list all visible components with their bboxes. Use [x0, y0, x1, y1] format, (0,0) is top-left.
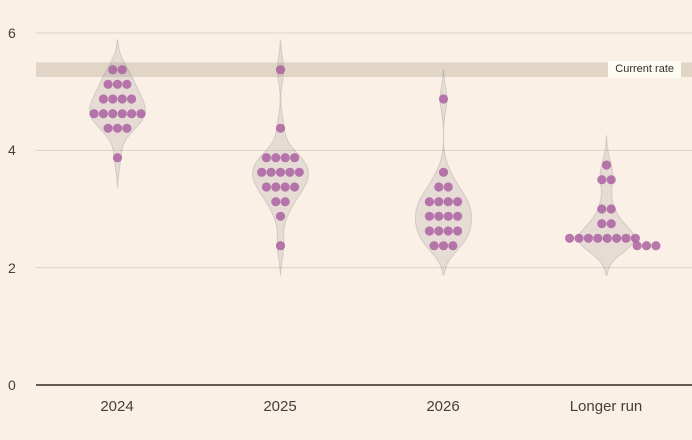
- current-rate-label: Current rate: [608, 61, 681, 78]
- projection-dot: [136, 109, 146, 119]
- projection-dot: [606, 204, 616, 214]
- dots: [89, 65, 661, 251]
- projection-dot: [117, 65, 127, 75]
- projection-dot: [621, 233, 631, 243]
- projection-dot: [443, 182, 453, 192]
- projection-dot: [443, 197, 453, 207]
- projection-dot: [112, 153, 123, 163]
- violin-2024: [88, 39, 147, 188]
- projection-dot: [630, 233, 641, 243]
- projection-dot: [453, 226, 463, 236]
- projection-dot: [453, 211, 463, 221]
- projection-dot: [275, 167, 286, 177]
- projection-dot: [438, 94, 449, 104]
- current-rate-band: [36, 62, 692, 77]
- violin-longer-run: [578, 135, 635, 276]
- projection-dot: [453, 197, 463, 207]
- projection-dot: [103, 79, 113, 89]
- projection-dot: [593, 233, 603, 243]
- projection-dot: [261, 182, 271, 192]
- projection-dot: [122, 123, 132, 133]
- projection-dot: [424, 211, 434, 221]
- projection-dot: [438, 167, 449, 177]
- y-tick-label-6: 6: [8, 25, 16, 41]
- projection-dot: [424, 226, 434, 236]
- projection-dot: [606, 219, 616, 229]
- projection-dot: [266, 167, 276, 177]
- projection-dot: [271, 197, 281, 207]
- projection-dot: [601, 160, 612, 170]
- projection-dot: [275, 241, 286, 251]
- projection-dot: [294, 167, 304, 177]
- projection-dot: [275, 65, 286, 75]
- y-tick-label-0: 0: [8, 377, 16, 393]
- projection-dot: [565, 233, 575, 243]
- projection-dot: [632, 241, 642, 251]
- projection-dot: [261, 153, 271, 163]
- projection-dot: [438, 241, 449, 251]
- projection-dot: [606, 175, 616, 185]
- projection-dot: [280, 153, 290, 163]
- projection-dot: [89, 109, 99, 119]
- projection-dot: [127, 94, 137, 104]
- projection-dot: [583, 233, 594, 243]
- projection-dot: [574, 233, 584, 243]
- projection-dot: [271, 182, 281, 192]
- projection-dot: [122, 79, 132, 89]
- projection-dot: [98, 94, 108, 104]
- projection-dot: [275, 211, 286, 221]
- projection-dot: [290, 182, 300, 192]
- projection-dot: [290, 153, 300, 163]
- projection-dot: [98, 109, 108, 119]
- projection-dot: [434, 182, 444, 192]
- projection-dot: [112, 123, 123, 133]
- projection-dot: [429, 241, 439, 251]
- x-axis-label-2026: 2026: [426, 398, 460, 415]
- projection-dot: [285, 167, 295, 177]
- projection-dot: [434, 211, 444, 221]
- projection-dot: [117, 94, 127, 104]
- projection-dot: [641, 241, 652, 251]
- violin-2025: [251, 39, 310, 276]
- current-rate-band-group: [36, 62, 692, 77]
- gridlines: [36, 32, 692, 269]
- projection-dot: [597, 175, 607, 185]
- projection-dot: [597, 204, 607, 214]
- projection-dot: [612, 233, 622, 243]
- projection-dot: [108, 65, 118, 75]
- projection-dot: [275, 123, 286, 133]
- projection-dot: [108, 109, 118, 119]
- x-axis-label-longer-run: Longer run: [569, 398, 643, 415]
- projection-dot: [117, 109, 127, 119]
- projection-dot: [434, 197, 444, 207]
- projection-dot: [103, 123, 113, 133]
- projection-dot: [257, 167, 267, 177]
- projection-dot: [597, 219, 607, 229]
- projection-dot: [443, 226, 453, 236]
- y-tick-label-4: 4: [8, 142, 16, 158]
- x-axis-label-2024: 2024: [100, 398, 134, 415]
- y-tick-label-2: 2: [8, 260, 16, 276]
- projection-dot: [108, 94, 118, 104]
- projection-dot: [434, 226, 444, 236]
- projection-dot: [280, 182, 290, 192]
- projection-dot: [127, 109, 137, 119]
- projection-dot: [424, 197, 434, 207]
- projection-dot: [448, 241, 458, 251]
- projection-dot: [271, 153, 281, 163]
- x-axis-label-2025: 2025: [263, 398, 297, 415]
- projection-dot: [602, 233, 612, 243]
- projection-dot: [443, 211, 453, 221]
- projection-dot: [112, 79, 123, 89]
- projection-dot: [280, 197, 290, 207]
- projection-dot: [651, 241, 661, 251]
